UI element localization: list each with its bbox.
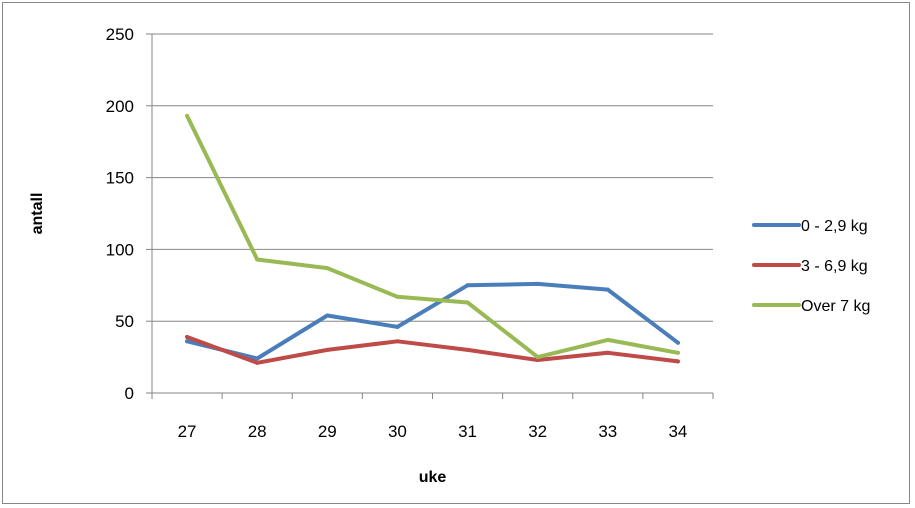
x-tick-label: 28 bbox=[248, 422, 267, 441]
data-point bbox=[185, 113, 190, 118]
data-point bbox=[395, 339, 400, 344]
x-tick-label: 31 bbox=[458, 422, 477, 441]
data-point bbox=[325, 266, 330, 271]
series-line bbox=[185, 335, 680, 365]
axes bbox=[151, 34, 714, 399]
y-tick-labels: 0 50 100 150 200 250 bbox=[106, 25, 134, 403]
y-tick-label: 0 bbox=[125, 384, 134, 403]
legend: 0 - 2,9 kg 3 - 6,9 kg Over 7 kg bbox=[752, 218, 870, 315]
data-point bbox=[255, 360, 260, 365]
data-point bbox=[465, 347, 470, 352]
x-tick-label: 30 bbox=[388, 422, 407, 441]
data-point bbox=[535, 355, 540, 360]
legend-label: 3 - 6,9 kg bbox=[801, 258, 868, 275]
legend-label: 0 - 2,9 kg bbox=[801, 218, 868, 235]
data-point bbox=[395, 294, 400, 299]
data-point bbox=[605, 337, 610, 342]
x-tick-label: 34 bbox=[668, 422, 687, 441]
legend-label: Over 7 kg bbox=[801, 298, 870, 315]
series-line bbox=[185, 113, 680, 360]
data-point bbox=[675, 359, 680, 364]
data-point bbox=[535, 281, 540, 286]
y-tick-label: 100 bbox=[106, 240, 134, 259]
data-point bbox=[325, 313, 330, 318]
x-tick-label: 32 bbox=[528, 422, 547, 441]
data-point bbox=[535, 357, 540, 362]
x-axis-title: uke bbox=[419, 469, 447, 486]
data-point bbox=[255, 356, 260, 361]
y-tick-label: 150 bbox=[106, 169, 134, 188]
x-tick-label: 27 bbox=[178, 422, 197, 441]
data-point bbox=[605, 287, 610, 292]
data-point bbox=[605, 350, 610, 355]
data-point bbox=[185, 339, 190, 344]
data-point bbox=[395, 324, 400, 329]
y-tick-label: 200 bbox=[106, 97, 134, 116]
data-point bbox=[325, 347, 330, 352]
series-line bbox=[185, 281, 680, 361]
y-tick-label: 50 bbox=[115, 312, 134, 331]
data-point bbox=[185, 334, 190, 339]
data-point bbox=[675, 350, 680, 355]
y-tick-label: 250 bbox=[106, 25, 134, 44]
y-axis-title: antall bbox=[29, 193, 46, 235]
data-point bbox=[465, 300, 470, 305]
data-point bbox=[675, 340, 680, 345]
series-lines bbox=[185, 113, 680, 365]
data-point bbox=[255, 257, 260, 262]
x-tick-label: 29 bbox=[318, 422, 337, 441]
data-point bbox=[465, 283, 470, 288]
gridlines bbox=[146, 33, 713, 394]
x-tick-label: 33 bbox=[598, 422, 617, 441]
x-tick-labels: 27 28 29 30 31 32 33 34 bbox=[178, 422, 688, 441]
